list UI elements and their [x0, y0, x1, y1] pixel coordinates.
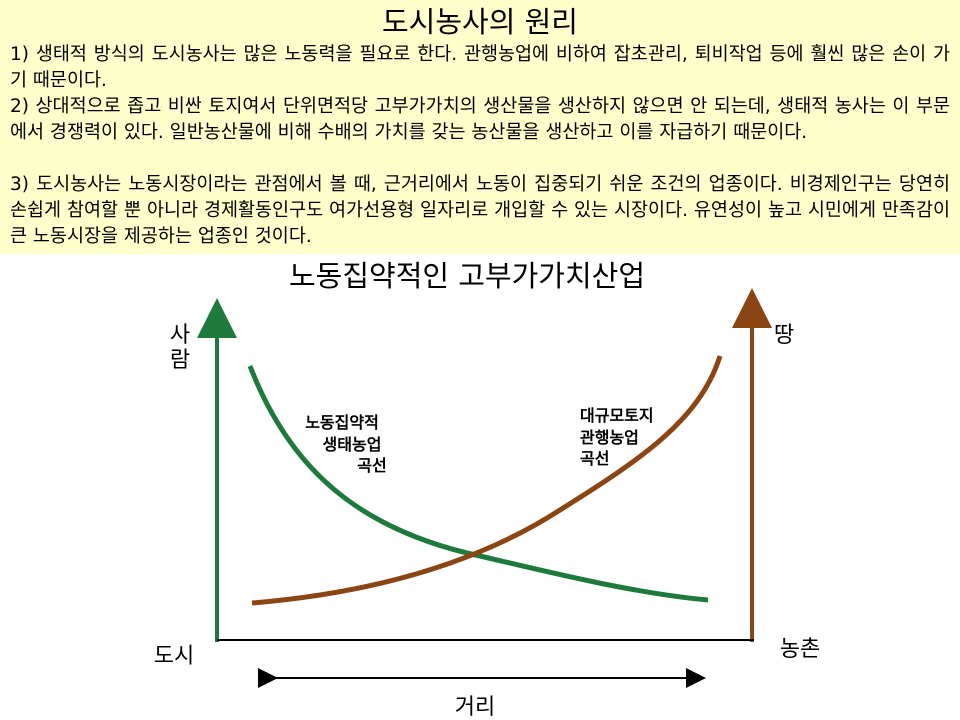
paragraph-1: 1) 생태적 방식의 도시농사는 많은 노동력을 필요로 한다. 관행농업에 비… [10, 44, 950, 91]
green-curve-label-3: 곡선 [357, 456, 386, 475]
rural-label: 농촌 [780, 637, 820, 662]
paragraph-3: 3) 도시농사는 노동시장이라는 관점에서 볼 때, 근거리에서 노동이 집중되… [10, 174, 950, 247]
city-label: 도시 [154, 644, 194, 669]
left-axis-label-1: 사 [170, 323, 190, 348]
text-box: 도시농사의 원리 1) 생태적 방식의 도시농사는 많은 노동력을 필요로 한다… [0, 0, 960, 254]
brown-curve [251, 355, 723, 606]
brown-curve-label-1: 대규모토지 [580, 406, 654, 425]
right-axis-label: 땅 [774, 323, 794, 348]
green-curve [247, 365, 709, 603]
left-axis-label-2: 람 [170, 348, 190, 373]
distance-label: 거리 [455, 695, 495, 720]
brown-curve-label-2: 관행농업 [580, 428, 639, 447]
green-curve-label-1: 노동집약적 [305, 413, 379, 432]
paragraph-2: 2) 상대적으로 좁고 비싼 토지여서 단위면적당 고부가가치의 생산물을 생산… [10, 96, 950, 143]
page-title: 도시농사의 원리 [382, 5, 578, 39]
green-curve-label-2: 생태농업 [323, 435, 382, 454]
diagram-title: 노동집약적인 고부가가치산업 [289, 259, 645, 293]
brown-curve-label-3: 곡선 [580, 449, 609, 468]
